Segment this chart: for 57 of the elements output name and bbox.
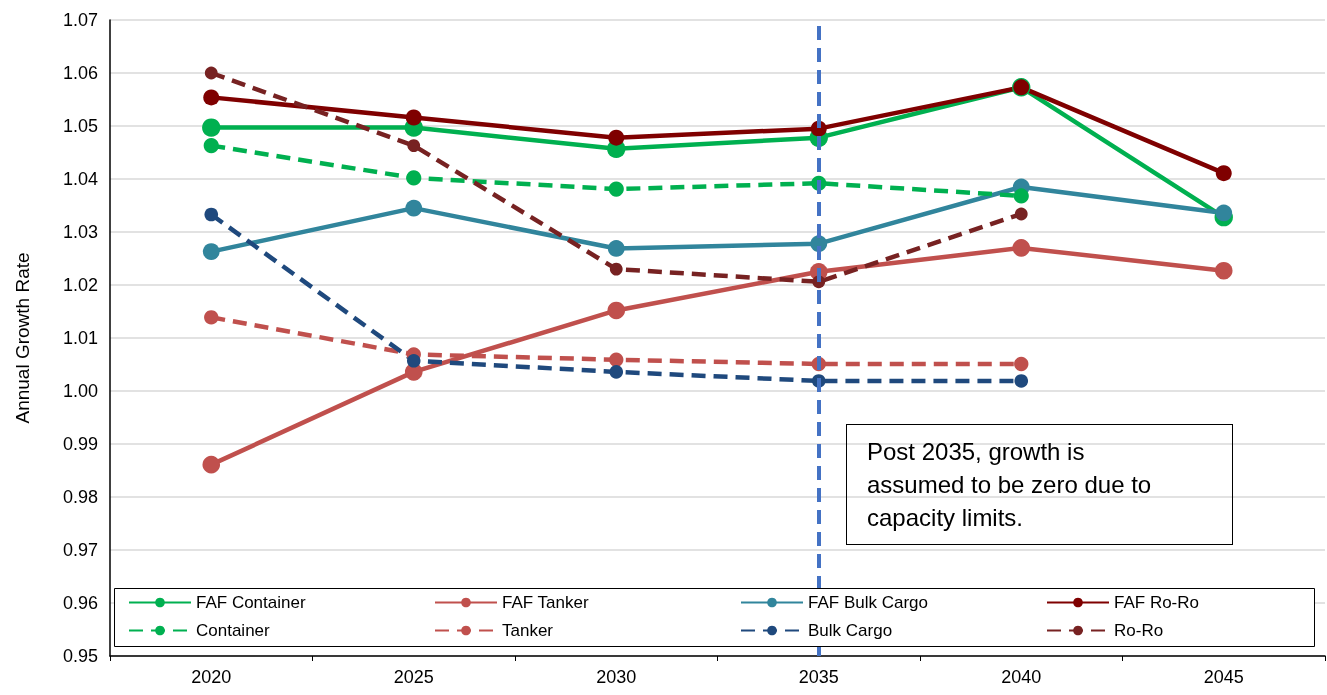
annotation: Post 2035, growth is assumed to be zero due to capacity limits. <box>846 424 1233 545</box>
point <box>1014 374 1029 388</box>
point <box>406 353 421 368</box>
y-axis-title: Annual Growth Rate <box>12 252 33 424</box>
y-tick-label: 1.00 <box>62 381 98 401</box>
y-tick-label: 1.03 <box>62 222 98 242</box>
y-tick-label: 1.01 <box>62 328 98 348</box>
y-tick-label: 1.07 <box>62 10 98 30</box>
y-tick-label: 0.95 <box>62 646 98 666</box>
x-tick-label: 2040 <box>1001 667 1042 687</box>
y-tick-label: 0.99 <box>62 434 98 454</box>
y-tick-label: 1.06 <box>62 63 98 83</box>
y-tick-label: 1.04 <box>62 169 98 189</box>
legend-label: Ro-Ro <box>1114 621 1164 640</box>
y-tick-label: 1.05 <box>62 116 98 136</box>
point <box>204 207 219 222</box>
x-tick-label: 2035 <box>798 667 839 687</box>
legend-label: FAF Bulk Cargo <box>808 593 928 612</box>
point <box>609 262 623 276</box>
x-tick-label: 2045 <box>1203 667 1244 687</box>
point <box>405 199 423 217</box>
legend-label: Tanker <box>502 621 554 640</box>
legend-label: Bulk Cargo <box>808 621 893 640</box>
point <box>608 181 624 197</box>
point <box>608 129 625 146</box>
point <box>609 365 624 379</box>
y-tick-label: 0.96 <box>62 593 98 613</box>
y-tick-label: 0.97 <box>62 540 98 560</box>
point <box>405 109 422 126</box>
x-tick-label: 2030 <box>596 667 637 687</box>
point <box>203 138 219 154</box>
legend-label: FAF Ro-Ro <box>1114 593 1200 612</box>
point <box>1013 188 1029 204</box>
point <box>607 240 625 257</box>
point <box>202 118 221 137</box>
point <box>1214 261 1233 280</box>
x-tick-label: 2025 <box>393 667 434 687</box>
legend-label: Container <box>196 621 271 640</box>
point <box>204 310 219 325</box>
legend-label: FAF Tanker <box>502 593 589 612</box>
point <box>607 301 626 320</box>
point <box>204 66 218 80</box>
point <box>406 170 422 186</box>
point <box>1014 207 1028 221</box>
point <box>202 455 221 474</box>
point <box>609 352 624 367</box>
point <box>202 243 220 261</box>
point <box>1014 356 1029 372</box>
point <box>407 139 421 153</box>
point <box>1215 165 1232 182</box>
point <box>1012 239 1031 257</box>
x-tick-label: 2020 <box>191 667 232 687</box>
y-tick-label: 0.98 <box>62 487 98 507</box>
y-tick-label: 1.02 <box>62 275 98 295</box>
legend-label: FAF Container <box>196 593 306 612</box>
point <box>203 89 220 106</box>
point <box>1215 204 1233 222</box>
